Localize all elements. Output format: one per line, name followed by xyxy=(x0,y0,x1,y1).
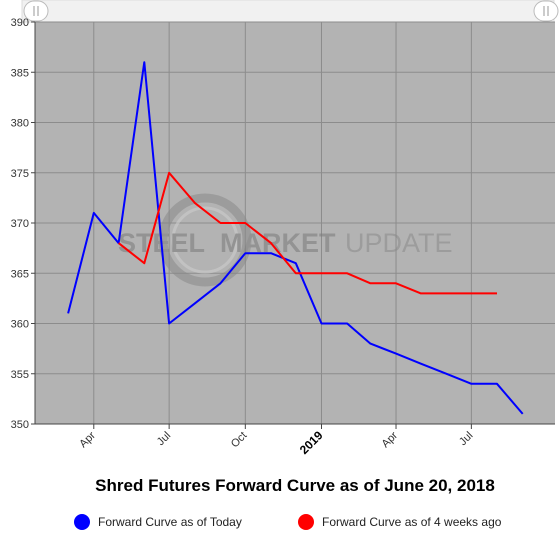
navigator-track[interactable] xyxy=(21,0,555,23)
x-tick-label: Jul xyxy=(155,430,173,448)
y-tick-label: 370 xyxy=(11,218,29,230)
navigator-right-handle[interactable] xyxy=(533,0,559,22)
y-tick-label: 355 xyxy=(11,369,29,381)
chart-title: Shred Futures Forward Curve as of June 2… xyxy=(95,476,495,495)
legend-marker-today xyxy=(74,514,90,530)
y-tick-label: 365 xyxy=(11,268,29,280)
legend-label-4-weeks-ago: Forward Curve as of 4 weeks ago xyxy=(322,515,502,529)
range-navigator[interactable] xyxy=(21,0,559,23)
watermark-market: MARKET xyxy=(220,228,336,258)
y-tick-label: 350 xyxy=(11,419,29,431)
navigator-left-handle[interactable] xyxy=(23,0,49,22)
y-axis-ticks: 350 355 360 365 370 375 380 385 390 xyxy=(11,17,35,431)
series-line-1[interactable] xyxy=(117,171,497,295)
x-tick-label: 2019 xyxy=(297,428,326,457)
x-tick-label: Apr xyxy=(77,429,98,450)
x-tick-label: Apr xyxy=(380,429,401,450)
legend-item-today[interactable]: Forward Curve as of Today xyxy=(74,514,242,530)
legend-label-today: Forward Curve as of Today xyxy=(98,515,242,529)
chart-canvas: STEEL MARKET UPDATE 35035536036537037538… xyxy=(11,0,559,457)
y-tick-label: 360 xyxy=(11,319,29,331)
x-tick-label: Oct xyxy=(229,430,250,451)
watermark-inner-ring xyxy=(171,206,239,274)
y-tick-label: 375 xyxy=(11,168,29,180)
y-tick-label: 380 xyxy=(11,118,29,130)
watermark-ring xyxy=(158,193,252,287)
series-layer xyxy=(67,61,524,415)
watermark-update: UPDATE xyxy=(345,228,453,258)
legend: Forward Curve as of Today Forward Curve … xyxy=(0,514,560,534)
legend-marker-4-weeks-ago xyxy=(298,514,314,530)
x-axis-ticks: Apr Jul Oct 2019 Apr Jul xyxy=(77,424,475,457)
series-line-0[interactable] xyxy=(67,61,524,415)
y-tick-label: 390 xyxy=(11,17,29,29)
legend-item-4-weeks-ago[interactable]: Forward Curve as of 4 weeks ago xyxy=(298,514,501,530)
x-tick-label: Jul xyxy=(457,430,475,448)
y-tick-label: 385 xyxy=(11,67,29,79)
